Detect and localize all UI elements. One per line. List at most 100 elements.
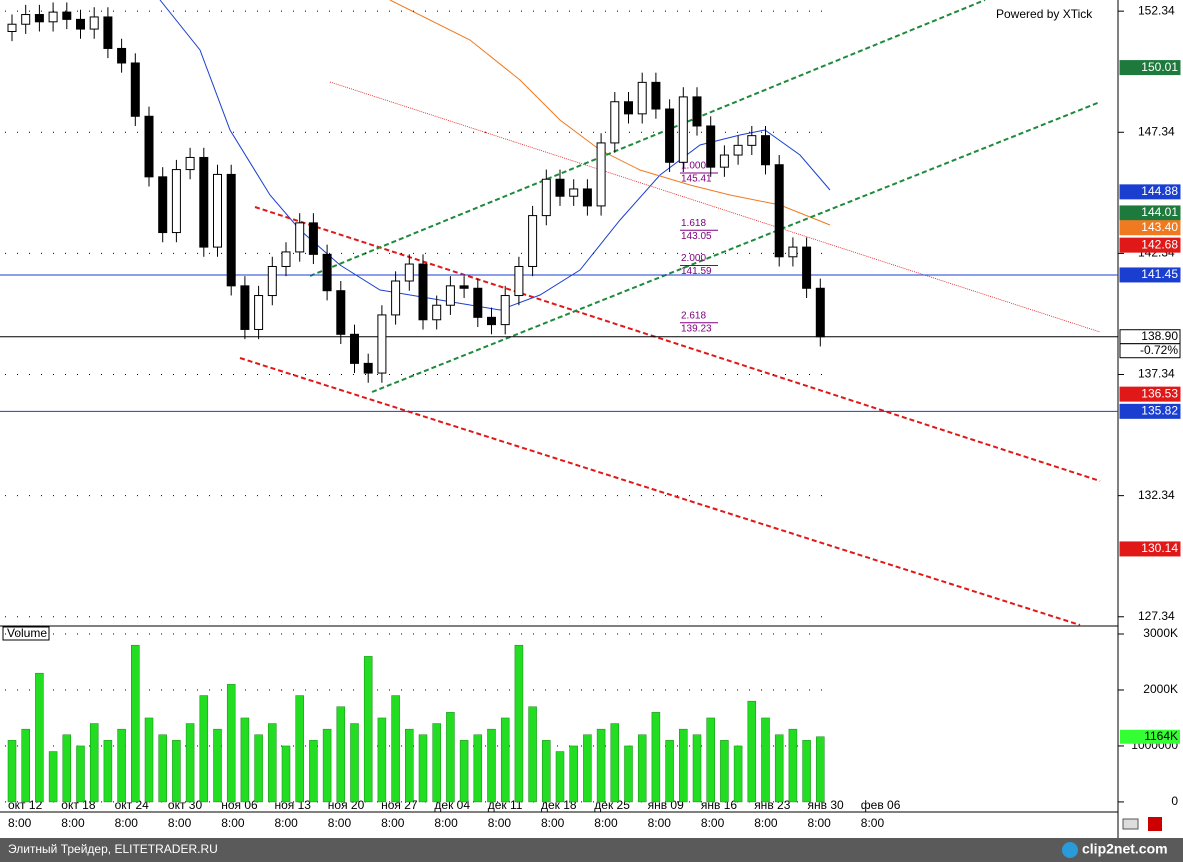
x-tick-time: 8:00 [328,816,352,830]
candle-body [733,144,743,156]
candle-body [665,108,675,163]
candle-body [473,287,483,318]
price-marker [1119,386,1181,402]
volume-bar [322,728,332,803]
candle-body [130,62,140,117]
price-marker-label: 135.82 [1141,404,1178,418]
candle-body [21,14,31,25]
volume-bar [679,728,688,803]
volume-bar [624,745,633,803]
volume-bar [172,740,181,803]
volume-bar [788,728,798,803]
candle-body [610,101,620,144]
volume-bar [226,684,236,803]
candle-body [418,263,428,321]
x-tick-label: дек 11 [488,798,523,812]
volume-bar [747,700,757,803]
x-tick-time: 8:00 [648,816,672,830]
candle-body [678,96,688,163]
change-label: -0.72% [1140,343,1178,357]
volume-bar [7,740,17,803]
candle-body [445,285,455,306]
candle-body [747,135,757,146]
y-tick-label: 2000K [1143,682,1178,696]
price-marker-label: 143.40 [1141,220,1178,234]
x-tick-time: 8:00 [488,816,512,830]
exit-icon[interactable] [1148,817,1162,831]
moving-average [159,0,831,311]
volume-bar [761,717,770,803]
volume-bar [213,728,222,803]
price-marker [1119,60,1181,76]
y-tick-label: 137.34 [1138,367,1175,381]
candle-body [62,11,72,20]
status-text: Элитный Трейдер, ELITETRADER.RU [8,842,218,856]
background [0,0,1183,838]
volume-bar [21,728,30,803]
candle-body [487,316,496,326]
candle-body [761,135,770,166]
candle-body [788,246,798,258]
price-marker [1119,184,1181,200]
volume-bar [363,656,373,803]
volume-bar [336,706,346,803]
volume-bar [35,672,44,803]
x-tick-label: ноя 13 [275,798,312,812]
volume-bar [651,712,661,803]
candle-body [34,14,44,23]
x-tick-time: 8:00 [754,816,778,830]
x-tick-time: 8:00 [381,816,405,830]
x-tick-label: ноя 20 [328,798,365,812]
price-marker-label: 150.01 [1141,60,1178,74]
powered-by: Powered by XTick [996,7,1093,21]
volume-label: Volume [7,626,47,640]
x-tick-label: янв 30 [808,798,845,812]
x-tick-time: 8:00 [701,816,725,830]
candle-body [117,47,127,64]
candle-body [89,16,99,30]
tool-icon[interactable] [1122,818,1139,830]
volume-bar [665,740,674,803]
x-tick-time: 8:00 [275,816,299,830]
x-tick-label: янв 23 [754,798,791,812]
status-bar [0,838,1183,862]
candle-body [144,115,154,178]
x-tick-label: янв 16 [701,798,738,812]
x-tick-time: 8:00 [168,816,192,830]
x-tick-label: ноя 06 [221,798,258,812]
x-tick-time: 8:00 [221,816,245,830]
fib-level: 1.000 [681,161,706,172]
volume-bar [583,734,592,803]
candle-body [336,290,346,335]
candle-body [569,188,579,197]
y-tick-label: 152.34 [1138,3,1175,17]
candle-body [596,142,606,207]
volume-bar [391,695,400,803]
candle-body [514,265,524,297]
price-marker [1119,220,1181,236]
candle-body [185,156,195,171]
price-marker [1119,403,1181,419]
volume-bar [418,734,428,803]
volume-bar [309,740,318,803]
candle-body [240,285,250,330]
volume-bar [446,712,455,803]
candle-body [815,287,825,338]
change-box [1119,343,1181,359]
trend-line [254,206,1101,482]
fib-level: 2.618 [681,310,706,321]
x-tick-time: 8:00 [8,816,32,830]
candle-body [199,156,209,248]
volume-bar [117,728,126,803]
candle-body [528,215,538,267]
volume-bar [459,740,469,803]
candle-body [706,125,716,168]
volume-bar [514,644,524,803]
candle-body [624,101,633,115]
candle-body [254,295,264,330]
y-tick-label: 132.34 [1138,488,1175,502]
volume-marker-label: 1164K [1144,729,1178,743]
volume-bar [185,723,195,803]
candle-body [719,154,729,168]
